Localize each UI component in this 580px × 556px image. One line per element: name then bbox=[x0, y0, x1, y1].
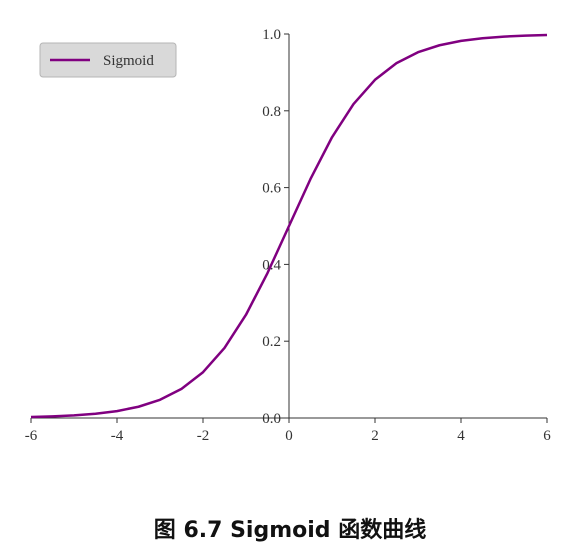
legend: Sigmoid bbox=[39, 42, 177, 78]
y-tick-label: 0.6 bbox=[262, 181, 281, 197]
x-tick-label: 0 bbox=[285, 428, 293, 444]
x-tick-label: -2 bbox=[197, 428, 210, 444]
sigmoid-chart: -6 -4 -2 0 2 4 60.00.20.40.60.81.0 Sigmoid bbox=[25, 27, 552, 444]
y-tick-label: 0.0 bbox=[262, 411, 281, 427]
x-tick-label: 6 bbox=[543, 428, 551, 444]
x-tick-label: -6 bbox=[25, 428, 38, 444]
y-tick-label: 1.0 bbox=[262, 27, 281, 43]
axes: -6 -4 -2 0 2 4 60.00.20.40.60.81.0 bbox=[25, 27, 552, 444]
legend-label: Sigmoid bbox=[103, 53, 154, 69]
y-tick-label: 0.8 bbox=[262, 104, 281, 120]
x-tick-label: 4 bbox=[457, 428, 465, 444]
series-line-sigmoid bbox=[30, 33, 548, 419]
legend-box bbox=[39, 42, 177, 78]
figure-caption: 图 6.7 Sigmoid 函数曲线 bbox=[153, 518, 427, 543]
y-tick-label: 0.2 bbox=[262, 334, 281, 350]
x-tick-label: 2 bbox=[371, 428, 379, 444]
series-layer bbox=[30, 33, 548, 419]
x-tick-label: -4 bbox=[111, 428, 124, 444]
